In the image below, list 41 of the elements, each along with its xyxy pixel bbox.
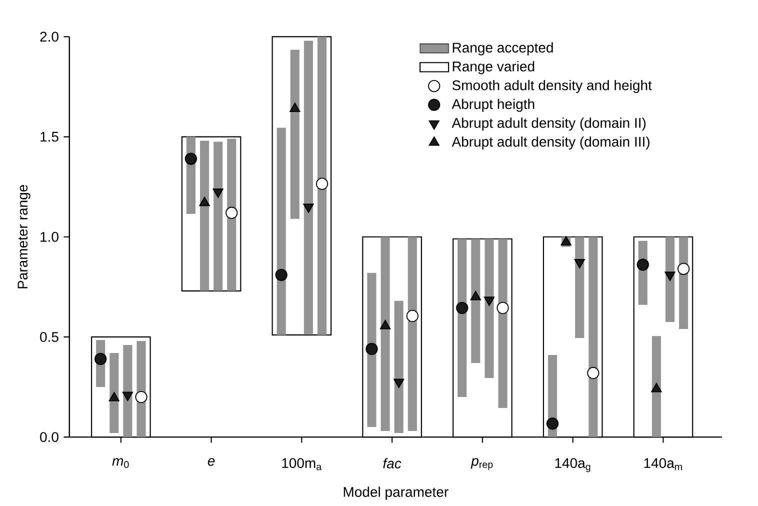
legend-label: Range accepted <box>452 42 553 56</box>
bar <box>394 300 404 433</box>
bar <box>123 344 132 437</box>
legend-label: Range varied <box>452 60 534 74</box>
y-tick-label: 0.0 <box>40 432 58 442</box>
legend-label: Abrupt adult density (domain III) <box>452 136 650 150</box>
y-axis-title: Parameter range <box>18 184 30 288</box>
bar <box>200 140 210 291</box>
bar <box>227 138 236 291</box>
bar <box>276 128 286 335</box>
y-tick-label: 1.0 <box>40 232 58 242</box>
bar <box>290 49 300 219</box>
bar <box>588 236 598 437</box>
bar <box>214 142 223 291</box>
bar <box>318 36 327 335</box>
y-tick-label: 1.5 <box>40 132 58 142</box>
x-tick-label: p$_{rep}$ <box>470 458 493 470</box>
bar <box>408 236 417 431</box>
x-tick-label: e <box>208 458 215 466</box>
legend-label: Abrupt adult density (domain II) <box>452 117 646 130</box>
bar <box>304 40 313 334</box>
x-tick-label: fac <box>383 458 402 468</box>
x-tick-label: 140a$_{m}$ <box>644 458 682 470</box>
bar <box>652 336 661 437</box>
bar <box>367 272 376 427</box>
y-tick-label: 2.0 <box>40 32 58 42</box>
bar <box>484 238 494 378</box>
bar <box>110 352 119 433</box>
bar <box>471 238 480 363</box>
y-tick-label: 0.5 <box>40 332 58 342</box>
legend-label: Abrupt heigth <box>452 98 534 112</box>
x-tick-label: 100m$_{a}$ <box>282 458 322 470</box>
bar <box>498 238 508 408</box>
bar <box>458 238 467 397</box>
bar <box>665 236 675 322</box>
x-tick-label: 140a$_{g}$ <box>555 458 590 472</box>
x-tick-label: m$_{0}$ <box>112 458 129 468</box>
legend-label: Smooth adult density and height <box>452 80 652 93</box>
bar <box>380 236 390 431</box>
bar <box>575 236 584 338</box>
x-axis-title: Model parameter <box>344 486 448 500</box>
